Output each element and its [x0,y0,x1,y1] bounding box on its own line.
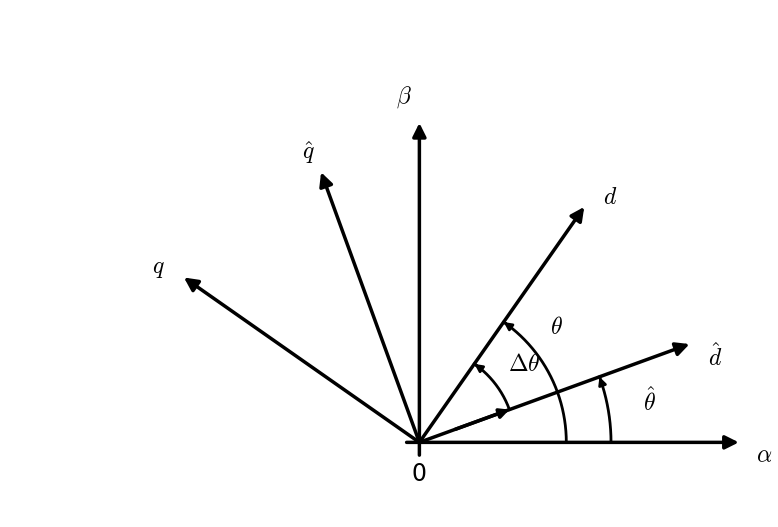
Text: $\hat{\theta}$: $\hat{\theta}$ [643,387,655,416]
Text: $\Delta\theta$: $\Delta\theta$ [508,352,540,376]
Text: $d$: $d$ [603,186,617,209]
Text: $\hat{q}$: $\hat{q}$ [302,140,314,167]
Text: $\beta$: $\beta$ [395,84,412,110]
Text: $q$: $q$ [152,256,165,280]
Text: $\hat{d}$: $\hat{d}$ [708,343,722,370]
Text: $\theta$: $\theta$ [550,315,562,339]
Text: $\alpha$: $\alpha$ [756,443,773,467]
Text: 0: 0 [412,462,427,486]
